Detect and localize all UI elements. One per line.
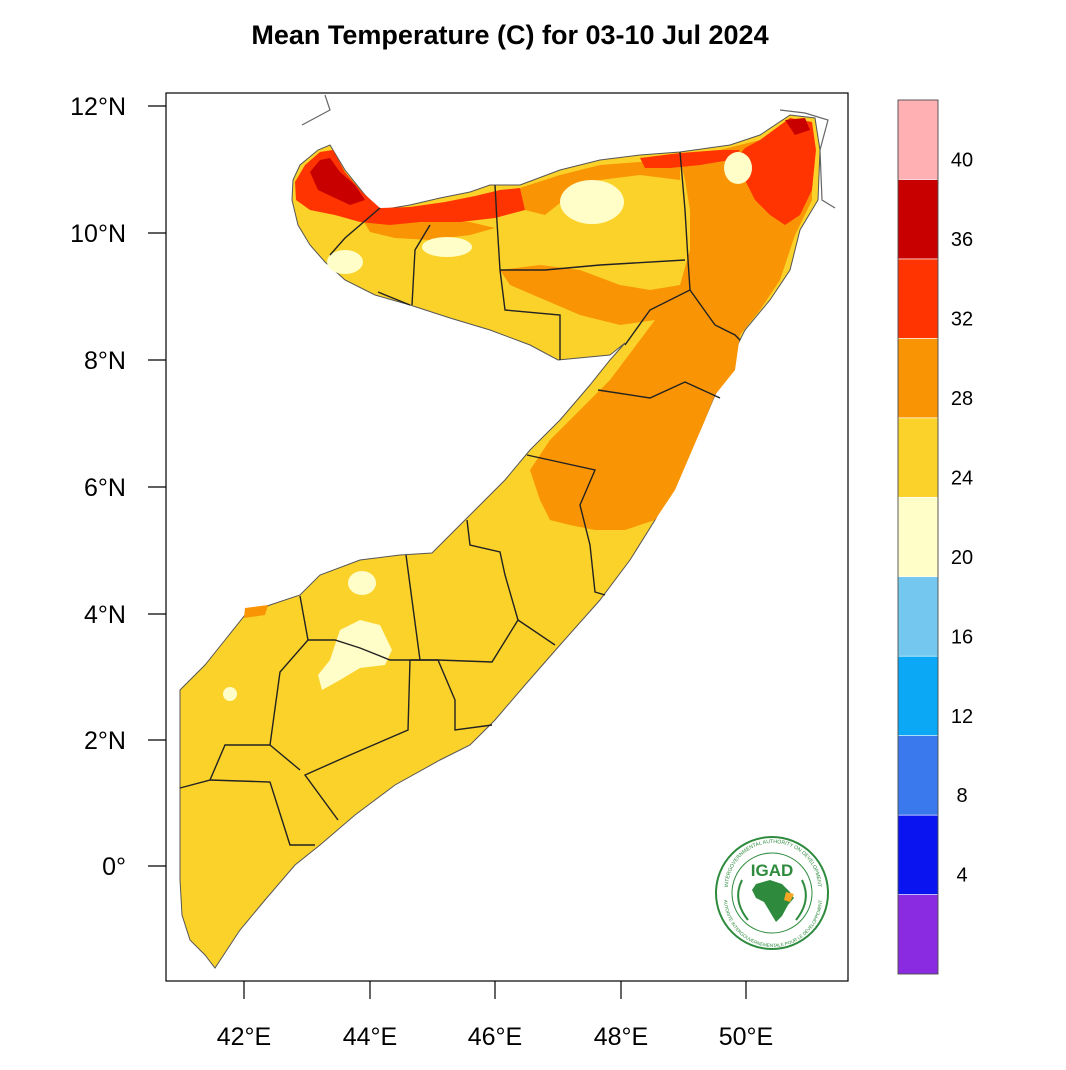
colorbar-label: 32 [951,309,973,331]
igad-logo: INTERGOVERNMENTAL AUTHORITY ON DEVELOPME… [715,836,829,950]
admin-boundaries [179,151,741,846]
coastline [301,94,836,209]
zone-20-24-f [348,571,376,595]
colorbar-bin [897,258,939,339]
colorbar-label: 36 [951,229,973,251]
colorbar-bin [897,417,939,498]
zone-20-24-c [422,237,472,257]
colorbar-label: 12 [951,706,973,728]
zone-36-40-west [310,158,365,205]
colorbar-label: 8 [956,785,967,807]
x-tick-50E: 50°E [719,1023,773,1051]
colorbar-border [897,99,939,975]
zone-32-36-northeast [735,118,816,225]
logo-igad-text: IGAD [751,861,794,880]
colorbar-label: 4 [956,865,967,887]
zone-20-24-a [560,180,624,224]
zone-20-24-d [327,250,363,274]
y-tick-8N: 8°N [84,347,126,375]
colorbar-bin [897,735,939,816]
y-tick-10N: 10°N [70,220,126,248]
y-axis: 12°N 10°N 8°N 6°N 4°N 2°N 0° [70,93,166,881]
x-tick-48E: 48°E [594,1023,648,1051]
laurel-right-icon [795,879,807,921]
horn-highlight-icon [784,892,794,902]
map-title: Mean Temperature (C) for 03-10 Jul 2024 [251,20,769,50]
x-tick-42E: 42°E [217,1023,271,1051]
zone-20-24-e [318,620,392,690]
zone-20-24-g [223,687,237,701]
colorbar-bin [897,576,939,657]
x-tick-46E: 46°E [468,1023,522,1051]
colorbar-bin [897,99,939,180]
colorbar-label: 40 [951,150,973,172]
zone-36-40-east [785,118,810,135]
colorbar-bin [897,496,939,578]
colorbar-label: 20 [951,547,973,569]
y-tick-4N: 4°N [84,601,126,629]
colorbar-bin [897,894,939,975]
zone-32-36-northwest [295,150,525,225]
zone-28-32-northcoast [520,160,680,215]
colorbar-bin [897,179,939,260]
x-tick-44E: 44°E [343,1023,397,1051]
zone-32-36-north [640,150,740,168]
colorbar-bin [897,814,939,895]
zone-20-24-b [724,152,752,184]
y-tick-6N: 6°N [84,474,126,502]
zone-28-32-northeast [500,130,812,530]
colorbar-label: 28 [951,388,973,410]
colorbar-bin [897,655,939,736]
temperature-field [179,114,821,969]
y-tick-2N: 2°N [84,727,126,755]
laurel-left-icon [737,879,749,921]
colorbar-label: 16 [951,626,973,648]
y-tick-12N: 12°N [70,93,126,121]
zone-28-32-southwest [244,605,268,618]
colorbar: 4 8 12 16 20 24 28 32 36 40 [897,99,973,975]
y-tick-0: 0° [102,853,126,881]
africa-icon [752,880,794,922]
x-axis: 42°E 44°E 46°E 48°E 50°E [217,981,773,1051]
colorbar-bin [897,338,939,419]
colorbar-label: 24 [951,467,973,489]
